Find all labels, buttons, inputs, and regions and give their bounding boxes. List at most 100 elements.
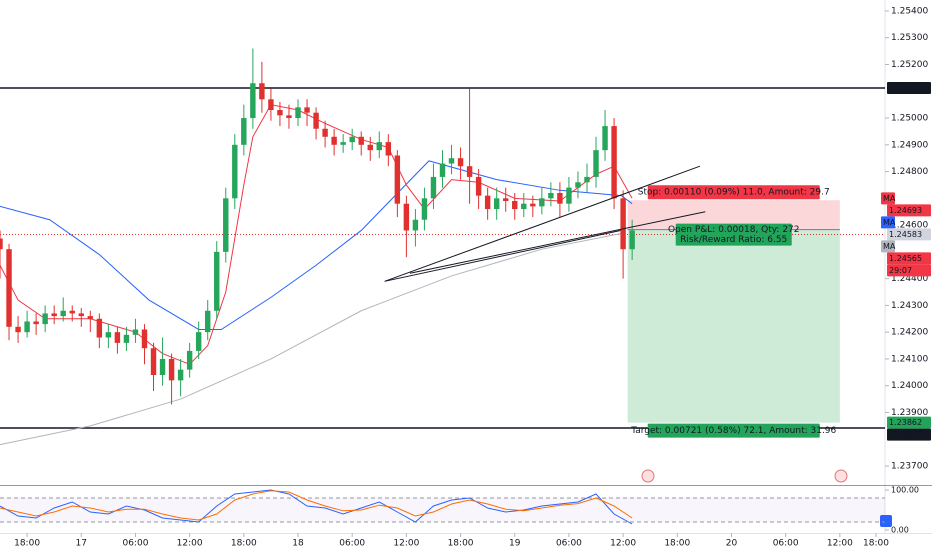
candle-body xyxy=(186,350,193,370)
position-label: Target: 0.00721 (0.58%) 72.1, Amount: 31… xyxy=(630,426,836,436)
candle-body xyxy=(322,128,328,137)
position-label: Risk/Reward Ratio: 6.55 xyxy=(680,235,787,245)
x-tick-label: 18:00 xyxy=(14,539,40,549)
y-tick-label: 1.24000 xyxy=(891,381,928,391)
y-tick-label: 1.24400 xyxy=(891,274,928,284)
position-label: Stop: 0.00110 (0.09%) 11.0, Amount: 29.7 xyxy=(638,188,830,198)
x-tick-label: 18:00 xyxy=(664,539,690,549)
axis-tag-label: 1.24693 xyxy=(889,206,922,215)
candle-body xyxy=(150,348,157,375)
candle-body xyxy=(340,142,346,145)
candle-body xyxy=(466,166,473,177)
candle-body xyxy=(575,182,581,188)
candle-body xyxy=(448,158,455,164)
candle-body xyxy=(557,192,563,204)
candle-body xyxy=(521,203,527,210)
axis-tag-label: MA xyxy=(883,194,896,203)
x-tick-label: 06:00 xyxy=(122,539,148,549)
candle-body xyxy=(6,249,12,327)
candle-body xyxy=(60,310,66,317)
candle-body xyxy=(439,163,446,177)
trendline xyxy=(409,211,706,274)
axis-tag-label: 1.25112 xyxy=(889,84,922,93)
x-tick-label: 18:00 xyxy=(231,539,257,549)
candle-body xyxy=(195,332,202,351)
candle-body xyxy=(177,369,184,381)
axis-tag xyxy=(887,252,931,265)
x-tick-label: 12:00 xyxy=(610,539,636,549)
y-tick-label: 1.24800 xyxy=(891,167,928,177)
candle-body xyxy=(114,332,121,343)
candle-body xyxy=(349,136,355,143)
axis-tag-label: 1.23862 xyxy=(889,418,922,427)
candle-body xyxy=(484,195,491,210)
x-tick-label: 19 xyxy=(509,539,521,549)
candle-body xyxy=(602,126,608,151)
x-tick-label: 06:00 xyxy=(339,539,365,549)
y-tick-label: 1.24900 xyxy=(891,140,928,150)
candle-body xyxy=(259,83,265,100)
candle-body xyxy=(96,318,103,338)
candle-body xyxy=(51,313,57,317)
candle-body xyxy=(394,155,401,204)
candle-body xyxy=(593,150,599,177)
candle-body xyxy=(539,198,545,207)
y-tick-label: 1.25200 xyxy=(891,60,928,70)
candle-body xyxy=(530,203,536,207)
candle-body xyxy=(629,230,635,250)
axis-tag xyxy=(887,82,931,95)
candle-body xyxy=(33,321,39,325)
oscillator-line xyxy=(0,490,633,521)
candle-body xyxy=(430,176,437,199)
candle-body xyxy=(277,110,283,116)
axis-tag-label: 1.24583 xyxy=(889,230,922,239)
axis-tag xyxy=(887,264,931,277)
oscillator-line xyxy=(0,489,633,525)
candle-body xyxy=(87,316,94,319)
candle-body xyxy=(620,198,626,250)
y-tick-label: 1.24300 xyxy=(891,301,928,311)
x-tick-label: 18:00 xyxy=(863,539,889,549)
candle-body xyxy=(493,198,500,210)
candle-body xyxy=(412,219,419,231)
candle-body xyxy=(421,198,428,220)
candle-body xyxy=(548,192,554,199)
candle-body xyxy=(358,136,364,145)
candle-body xyxy=(42,313,48,325)
event-icon[interactable] xyxy=(834,469,848,483)
axis-tag-label: 29:07 xyxy=(889,266,912,275)
y-tick-label: 1.24200 xyxy=(891,328,928,338)
pane-button[interactable] xyxy=(880,515,892,527)
candle-body xyxy=(132,329,139,335)
candle-body xyxy=(223,198,229,252)
axis-tag xyxy=(887,428,931,441)
label-box xyxy=(647,423,820,438)
candle-body xyxy=(367,144,373,151)
candle-body xyxy=(232,144,238,199)
candle-body xyxy=(403,203,410,231)
y-tick-label: 1.24100 xyxy=(891,354,928,364)
candle-body xyxy=(313,112,319,129)
candle-body xyxy=(250,83,256,119)
candle-body xyxy=(168,358,175,381)
event-icon[interactable] xyxy=(641,469,655,483)
candle-body xyxy=(24,321,30,333)
y-tick-label: 0.00 xyxy=(891,526,909,535)
candle-body xyxy=(376,142,382,151)
y-tick-label: 1.24600 xyxy=(891,221,928,231)
target-zone xyxy=(627,229,840,423)
moving-average xyxy=(0,104,633,365)
axis-tag xyxy=(881,192,895,205)
axis-tag xyxy=(881,216,895,229)
candle-body xyxy=(105,332,112,338)
candle-body xyxy=(503,198,509,202)
candle-body xyxy=(286,115,292,119)
x-tick-label: 12:00 xyxy=(827,539,853,549)
axis-tag xyxy=(887,228,931,241)
candle-body xyxy=(15,326,21,333)
label-box xyxy=(675,223,792,246)
candle-body xyxy=(457,158,464,167)
candle-body xyxy=(611,126,617,199)
x-tick-label: 17 xyxy=(76,539,87,549)
candle-body xyxy=(475,176,482,196)
